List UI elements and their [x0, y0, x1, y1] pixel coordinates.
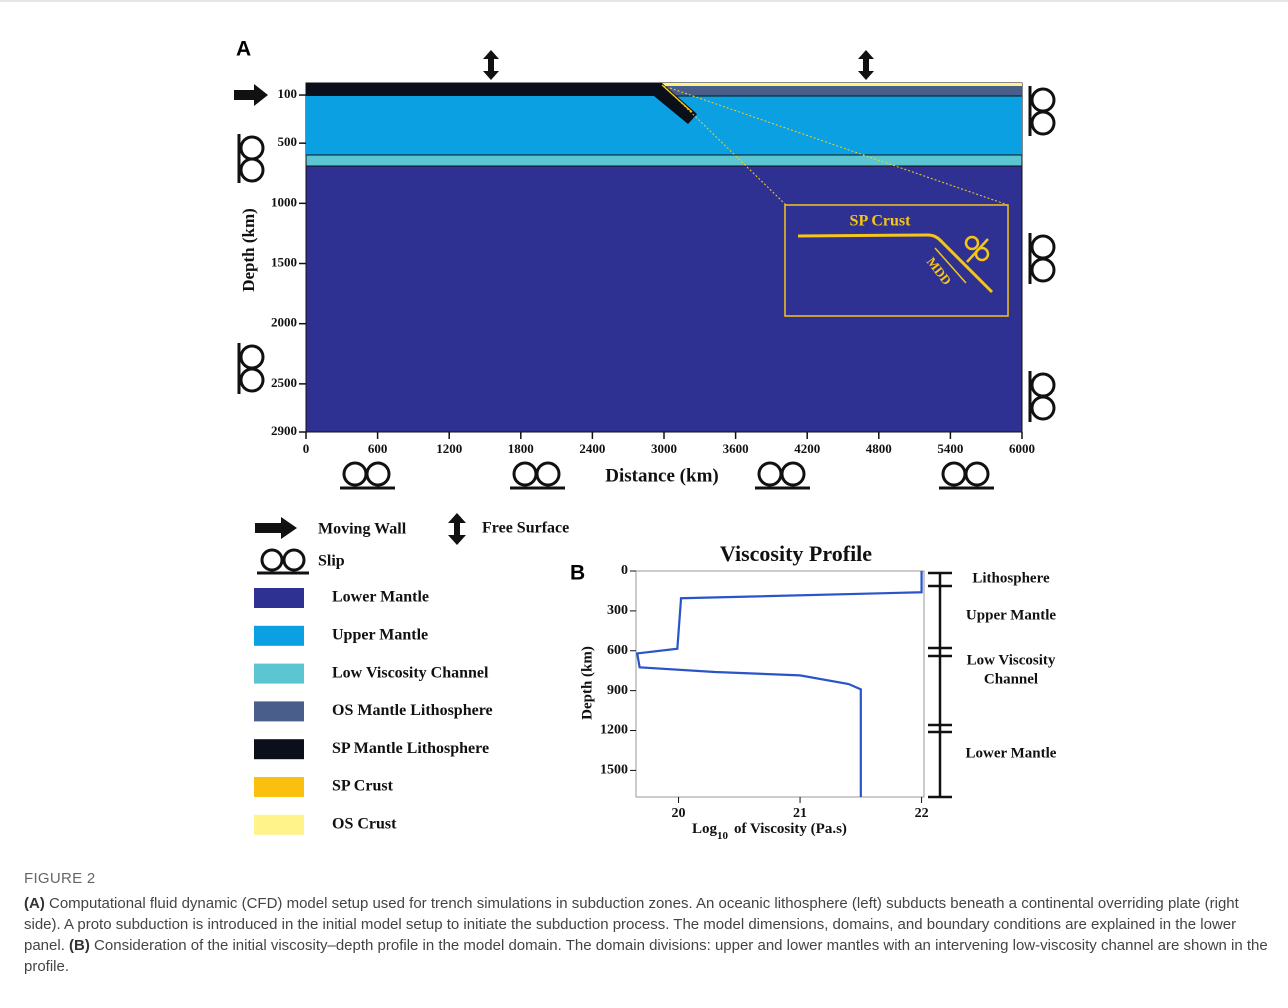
y-tick-label: 1200 [600, 723, 628, 738]
legend-arrow [255, 517, 297, 539]
caption-heading: FIGURE 2 [24, 868, 1276, 889]
legend-swatch [254, 588, 304, 608]
x-label-sub: 10 [717, 830, 729, 842]
y-tick-label: 500 [278, 134, 298, 149]
legend-label: Free Surface [482, 520, 569, 537]
x-tick-label: 4200 [794, 441, 820, 456]
x-label-base: Log [692, 821, 718, 837]
legend-label: Lower Mantle [332, 589, 429, 606]
legend-items: Lower Mantle Upper Mantle Low Viscosity Ch… [254, 588, 493, 835]
panel-b: 0 300 600 900 1200 1500 20 21 22 Lithosphere Upper… [600, 563, 1057, 821]
free-surface-arrow [483, 50, 499, 80]
x-tick-label: 4800 [866, 441, 892, 456]
moving-wall-arrow [234, 84, 268, 106]
low-viscosity-channel [306, 155, 1022, 166]
x-tick-label: 600 [368, 441, 388, 456]
x-tick-label: 5400 [937, 441, 963, 456]
y-tick-label: 1500 [271, 255, 297, 270]
x-tick-label: 6000 [1009, 441, 1035, 456]
os-mantle-lithosphere [662, 86, 1022, 96]
upper-mantle [306, 96, 1022, 155]
caption-text: Consideration of the initial viscosity–d… [24, 937, 1268, 975]
x-axis-label: Log10 of Viscosity (Pa.s) [692, 821, 847, 841]
caption-label: (B) [69, 937, 90, 954]
y-axis-label: Depth (km) [239, 208, 258, 292]
x-tick-label: 20 [672, 806, 686, 821]
legend-label: Upper Mantle [332, 626, 428, 643]
y-tick-label: 1000 [271, 194, 297, 209]
x-tick-label: 3600 [723, 441, 749, 456]
y-tick-label: 100 [278, 86, 298, 101]
y-tick-label: 900 [607, 683, 628, 698]
x-tick-label: 21 [793, 806, 807, 821]
legend-arrow [448, 513, 466, 545]
domain-label: Channel [984, 671, 1038, 687]
x-tick-label: 1800 [508, 441, 534, 456]
y-tick-label: 0 [621, 563, 628, 578]
legend-swatch [254, 626, 304, 646]
legend-label: Slip [318, 553, 345, 570]
legend: Moving Wall Free Surface Slip Lower Mant… [254, 513, 569, 835]
figure: A SP Crust MDD Depth (km) Distance [0, 0, 1288, 860]
x-tick-label: 0 [303, 441, 310, 456]
chart-title: Viscosity Profile [720, 541, 872, 566]
domain-label: Low Viscosity [967, 652, 1056, 668]
domain-label: Lower Mantle [966, 745, 1057, 761]
legend-label: Moving Wall [318, 521, 407, 538]
x-tick-label: 3000 [651, 441, 677, 456]
y-tick-label: 2500 [271, 375, 297, 390]
domain-label: Lithosphere [972, 570, 1050, 586]
legend-swatch [254, 664, 304, 684]
y-tick-label: 600 [607, 643, 628, 658]
legend-slip [257, 550, 309, 573]
domain-label: Upper Mantle [966, 607, 1056, 623]
page: A SP Crust MDD Depth (km) Distance [0, 0, 1288, 1008]
model-domain: SP Crust MDD [306, 83, 1022, 432]
x-tick-label: 2400 [579, 441, 605, 456]
y-tick-label: 2900 [271, 423, 297, 438]
y-tick-label: 300 [607, 603, 628, 618]
caption-label: (A) [24, 895, 45, 912]
inset-label: SP Crust [850, 213, 912, 230]
legend-swatch [254, 815, 304, 835]
free-surface-arrow [858, 50, 874, 80]
y-axis-label: Depth (km) [579, 646, 595, 720]
legend-swatch [254, 739, 304, 759]
legend-label: OS Mantle Lithosphere [332, 702, 493, 719]
legend-label: SP Mantle Lithosphere [332, 740, 489, 757]
x-tick-label: 22 [915, 806, 929, 821]
panel-label: B [570, 562, 585, 585]
x-label-rest: of Viscosity (Pa.s) [734, 821, 847, 837]
x-tick-label: 1200 [436, 441, 462, 456]
domain-bracket [928, 572, 952, 797]
legend-swatch [254, 701, 304, 721]
legend-swatch [254, 777, 304, 797]
legend-label: OS Crust [332, 815, 397, 832]
legend-label: Low Viscosity Channel [332, 664, 489, 681]
caption-body: (A) Computational fluid dynamic (CFD) mo… [24, 893, 1276, 977]
profile-line [637, 571, 921, 797]
x-axis-label: Distance (km) [605, 465, 718, 486]
legend-label: SP Crust [332, 778, 394, 795]
plot-frame [636, 571, 924, 797]
y-tick-label: 2000 [271, 315, 297, 330]
y-tick-label: 1500 [600, 763, 628, 778]
caption: FIGURE 2 (A) Computational fluid dynamic… [24, 868, 1276, 977]
panel-label: A [236, 38, 251, 61]
